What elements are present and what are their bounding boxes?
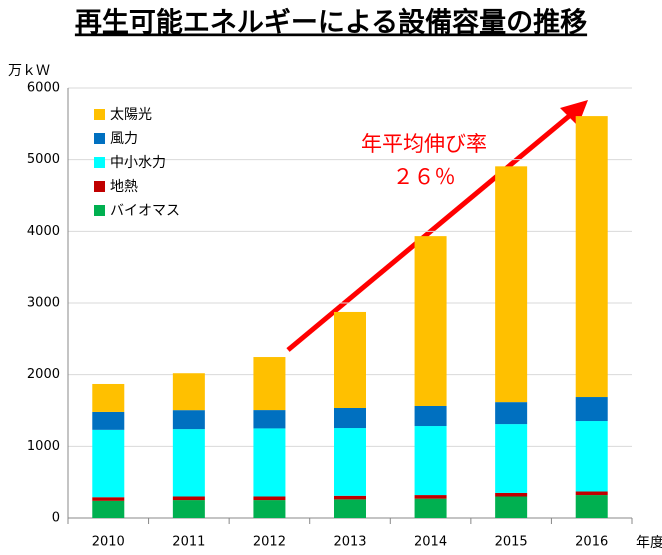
y-tick-label: 2000 (27, 367, 60, 382)
bar-segment (253, 357, 286, 411)
bar-segment (495, 166, 528, 403)
x-tick-label: 2015 (495, 535, 528, 550)
legend-label: 中小水力 (110, 155, 166, 171)
y-tick-label: 3000 (27, 296, 60, 311)
legend-label: バイオマス (110, 203, 180, 219)
bar-segment (495, 424, 528, 493)
y-tick-label: 5000 (27, 152, 60, 167)
bar-segment (575, 116, 608, 398)
bar-segment (92, 497, 125, 501)
legend-label: 風力 (110, 131, 138, 147)
annotation: ２６％ (393, 165, 456, 189)
bar-segment (575, 421, 608, 492)
bar-segment (414, 405, 447, 427)
legend-label: 太陽光 (110, 107, 152, 123)
bar-segment (172, 500, 205, 518)
bar-segment (495, 496, 528, 518)
bar-segment (575, 397, 608, 422)
bar-segment (495, 492, 528, 497)
bar-segment (495, 402, 528, 425)
bar-segment (334, 407, 366, 429)
x-tick-label: 2011 (172, 535, 205, 550)
bar-segment (334, 499, 366, 518)
legend-swatch (94, 205, 105, 216)
bar-segment (334, 311, 366, 408)
bar-segment (172, 496, 205, 501)
legend-swatch (94, 181, 105, 192)
bar-segment (334, 495, 366, 500)
x-tick-label: 2016 (575, 535, 608, 550)
bar-segment (414, 498, 447, 518)
bar-segment (575, 495, 608, 518)
bar-segment (172, 429, 205, 497)
bar-segment (92, 411, 125, 430)
bar-segment (253, 410, 286, 429)
bar-segment (575, 491, 608, 496)
legend-swatch (94, 109, 105, 120)
arrow-head (560, 100, 588, 126)
y-tick-label: 0 (52, 511, 60, 526)
bar-segment (414, 495, 447, 499)
bar-segment (172, 410, 205, 430)
bar-segment (92, 383, 125, 412)
bar-segment (92, 429, 125, 498)
bar-segment (414, 426, 447, 496)
x-tick-label: 2014 (414, 535, 447, 550)
annotation: 年平均伸び率 (361, 132, 487, 156)
chart-title: 再生可能エネルギーによる設備容量の推移 (75, 7, 587, 39)
bar-segment (253, 500, 286, 518)
legend-label: 地熱 (110, 179, 138, 195)
y-tick-label: 6000 (27, 81, 60, 96)
bar-segment (253, 496, 286, 501)
x-tick-label: 2010 (92, 535, 125, 550)
legend-swatch (94, 157, 105, 168)
bar-segment (414, 236, 447, 406)
x-tick-label: 2012 (253, 535, 286, 550)
x-axis-label: 年度 (636, 535, 662, 551)
legend-swatch (94, 133, 105, 144)
bar-segment (253, 428, 286, 497)
bar-segment (172, 373, 205, 411)
bar-segment (92, 500, 125, 518)
bar-segment (334, 428, 366, 496)
y-axis-label: 万ｋＷ (8, 63, 50, 79)
x-tick-label: 2013 (333, 535, 366, 550)
y-tick-label: 1000 (27, 439, 60, 454)
y-tick-label: 4000 (27, 224, 60, 239)
